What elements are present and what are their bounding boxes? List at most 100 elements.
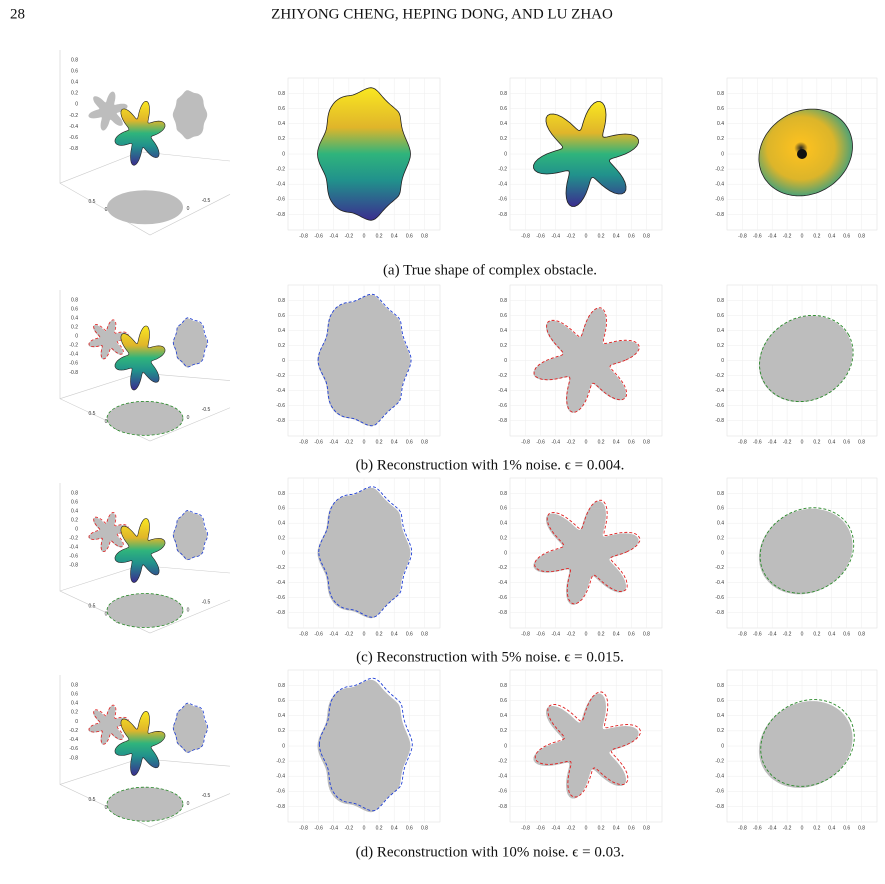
- y-tick-label: 0.4: [717, 328, 724, 334]
- y-tick-label: -0.2: [498, 758, 507, 764]
- x-tick-label: -0.4: [768, 631, 777, 637]
- y-tick-label: 0.6: [500, 698, 507, 704]
- y-tick-label: -0.4: [498, 580, 507, 586]
- y-tick-label: -0.4: [276, 388, 285, 394]
- y-tick-label: 0: [504, 550, 507, 556]
- y-tick-label: 0.4: [278, 328, 285, 334]
- x-tick-label: -0.4: [551, 631, 560, 637]
- y-tick-label: -0.6: [715, 403, 724, 409]
- z-tick-label: 0.6: [71, 691, 78, 697]
- x-tick-label: -0.6: [314, 233, 323, 239]
- projection: [88, 705, 128, 745]
- x-tick-label: 0.6: [406, 439, 413, 445]
- z-tick-label: 0.2: [71, 325, 78, 331]
- y-tick-label: -0.8: [715, 418, 724, 424]
- x-tick-label: 0.8: [643, 825, 650, 831]
- z-tick-label: 0.2: [71, 517, 78, 523]
- obstacle-center: [797, 149, 807, 159]
- x-tick-label: 0.2: [598, 631, 605, 637]
- z-tick-label: 0.4: [71, 315, 78, 321]
- y-tick-label: 0.6: [278, 313, 285, 319]
- bottom-projection: [106, 400, 184, 436]
- obstacle-surface: [533, 101, 639, 207]
- x-tick-label: 0.5: [89, 199, 96, 205]
- z-tick-label: -0.6: [69, 746, 78, 752]
- y-tick-label: 0.8: [717, 91, 724, 97]
- x-tick-label: 0.4: [828, 825, 835, 831]
- x-tick-label: -0.2: [783, 825, 792, 831]
- z-tick-label: 0.4: [71, 508, 78, 514]
- y-tick-label: -0.6: [276, 403, 285, 409]
- x-tick-label: 0.6: [843, 631, 850, 637]
- x-tick-label: 0.6: [843, 439, 850, 445]
- y-tick-label: 0: [187, 415, 190, 421]
- y-tick-label: 0.4: [278, 713, 285, 719]
- true-outline: [759, 507, 855, 594]
- x-tick-label: -0.6: [314, 439, 323, 445]
- y-tick-label: -0.6: [276, 595, 285, 601]
- reconstruction-fill: [758, 701, 853, 788]
- y-tick-label: 0.8: [717, 683, 724, 689]
- y-tick-label: 0: [721, 151, 724, 157]
- x-tick-label: 0.5: [89, 797, 96, 803]
- y-tick-label: 0.2: [500, 535, 507, 541]
- y-tick-label: 0.2: [717, 136, 724, 142]
- y-tick-label: -0.2: [276, 758, 285, 764]
- y-tick-label: -0.4: [498, 774, 507, 780]
- caption: (c) Reconstruction with 5% noise. ϵ = 0.…: [356, 649, 624, 665]
- x-tick-label: 0.2: [813, 439, 820, 445]
- z-tick-label: -0.6: [69, 135, 78, 141]
- x-tick-label: 0.8: [643, 439, 650, 445]
- x-tick-label: -0.2: [345, 233, 354, 239]
- x-tick-label: -0.8: [521, 233, 530, 239]
- obstacle-3d: [114, 711, 166, 776]
- z-tick-label: 0.8: [71, 57, 78, 63]
- reconstruction-fill: [533, 308, 639, 413]
- y-tick-label: -0.2: [715, 166, 724, 172]
- true-outline: [533, 307, 640, 413]
- x-tick-label: -0.6: [753, 631, 762, 637]
- x-tick-label: -0.4: [329, 825, 338, 831]
- obstacle-3d: [114, 518, 166, 583]
- x-tick-label: 0.4: [391, 825, 398, 831]
- x-tick-label: -0.4: [768, 439, 777, 445]
- y-tick-label: -0.2: [715, 373, 724, 379]
- x-tick-label: 0.4: [391, 233, 398, 239]
- y-tick-label: 0.4: [500, 328, 507, 334]
- y-tick-label: -0.2: [498, 373, 507, 379]
- reconstruction-fill: [317, 294, 411, 427]
- x-tick-label: 0.2: [598, 825, 605, 831]
- y-tick-label: 0.2: [500, 136, 507, 142]
- caption: (a) True shape of complex obstacle.: [383, 262, 597, 278]
- x-tick-label: 0.4: [391, 631, 398, 637]
- x-tick-label: -0.4: [329, 631, 338, 637]
- x-tick-label: 0.8: [858, 233, 865, 239]
- plot-panel: 0.8 0.6 0.4 0.2 0 -0.2 -0.4 -0.6 -0.8 -0.8 -0.6 -0.…: [498, 284, 663, 445]
- x-tick-label: 0.5: [89, 411, 96, 417]
- y-tick-label: 0: [282, 358, 285, 364]
- y-tick-label: 0: [721, 550, 724, 556]
- x-tick-label: -0.8: [299, 825, 308, 831]
- z-tick-label: 0.2: [71, 710, 78, 716]
- x-tick-label: -0.8: [299, 233, 308, 239]
- x-tick-label: 0.2: [598, 233, 605, 239]
- bottom-projection: [107, 190, 183, 225]
- reconstruction-fill: [317, 487, 411, 619]
- x-tick-label: -0.2: [783, 233, 792, 239]
- true-outline: [759, 314, 854, 403]
- y-tick-label: 0.2: [717, 343, 724, 349]
- y-tick-label: 0.6: [278, 506, 285, 512]
- x-tick-label: 0.6: [628, 825, 635, 831]
- x-tick-label: -0.6: [753, 233, 762, 239]
- projection: [172, 318, 208, 368]
- y-tick-label: -0.8: [498, 418, 507, 424]
- z-tick-label: -0.8: [69, 146, 78, 152]
- plot-3d-panel: 0.80.60.40.20-0.2-0.4-0.6-0.80.50.500-0.…: [59, 675, 231, 828]
- plot-panel: 0.8 0.6 0.4 0.2 0 -0.2 -0.4 -0.6 -0.8 -0.8 -0.6 -0.…: [498, 77, 663, 239]
- x-tick-label: 0.8: [643, 631, 650, 637]
- z-tick-label: 0.8: [71, 682, 78, 688]
- x-tick-label: -0.4: [551, 233, 560, 239]
- plot-panel: 0.8 0.6 0.4 0.2 0 -0.2 -0.4 -0.6 -0.8 -0.8 -0.6 -0.…: [715, 284, 878, 445]
- x-tick-label: 0.6: [843, 233, 850, 239]
- x-tick-label: -0.2: [345, 631, 354, 637]
